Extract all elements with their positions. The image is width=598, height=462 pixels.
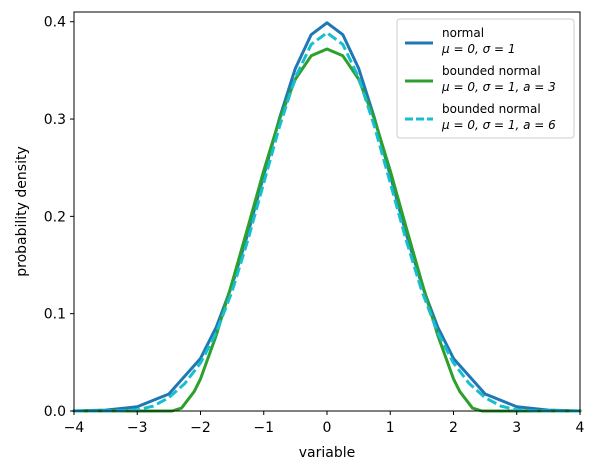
legend-params-2: μ = 0, σ = 1, a = 3 — [441, 80, 556, 94]
y-tick-label: 0.2 — [44, 209, 66, 225]
legend-params-1: μ = 0, σ = 1 — [441, 42, 516, 56]
y-tick-label: 0.3 — [44, 112, 66, 128]
legend: normal μ = 0, σ = 1 bounded normal μ = 0, σ… — [396, 18, 575, 139]
legend-label-3: bounded normal — [442, 102, 541, 116]
legend-label-2: bounded normal — [442, 64, 541, 78]
x-tick-label: −3 — [127, 420, 148, 436]
series-line-1 — [72, 21, 582, 413]
y-axis-label: probability density — [14, 146, 30, 276]
x-tick-label: 0 — [323, 420, 332, 436]
y-tick-label: 0.0 — [44, 404, 66, 420]
y-tick-label: 0.4 — [44, 15, 66, 31]
legend-params-3: μ = 0, σ = 1, a = 6 — [441, 118, 556, 132]
y-axis: 0.0 0.1 0.2 0.3 0.4 — [44, 15, 74, 420]
plot-lines — [72, 21, 582, 413]
x-tick-label: 4 — [576, 420, 585, 436]
y-tick-label: 0.1 — [44, 307, 66, 323]
x-tick-label: 1 — [386, 420, 395, 436]
legend-label-1: normal — [442, 26, 484, 40]
x-tick-label: 2 — [449, 420, 458, 436]
x-axis-label: variable — [299, 445, 355, 461]
x-tick-label: −2 — [190, 420, 211, 436]
series-line-2 — [72, 47, 582, 413]
x-tick-label: −1 — [253, 420, 274, 436]
x-axis: −4 −3 −2 −1 0 1 2 3 4 — [64, 411, 585, 436]
x-tick-label: 3 — [512, 420, 521, 436]
legend-box — [396, 18, 575, 139]
x-tick-label: −4 — [64, 420, 85, 436]
